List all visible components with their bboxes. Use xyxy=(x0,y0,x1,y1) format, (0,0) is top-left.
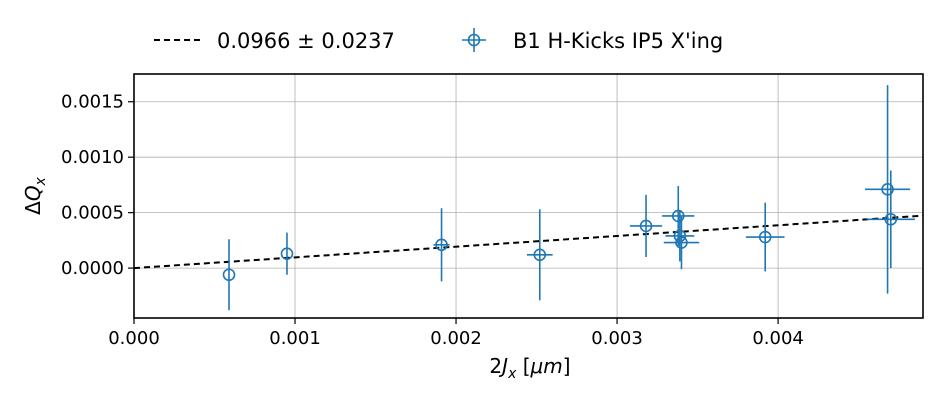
fit-line xyxy=(133,214,924,270)
data-point xyxy=(526,209,553,301)
y-tick-label: 0.0010 xyxy=(61,147,124,168)
legend-errorbar-swatch xyxy=(462,28,486,52)
y-tick-label: 0.0015 xyxy=(61,92,124,113)
point-marker xyxy=(639,219,653,233)
legend: 0.0966 ± 0.0237 B1 H-Kicks IP5 X'ing xyxy=(154,28,723,53)
point-marker xyxy=(673,229,687,243)
data-point xyxy=(865,85,911,294)
x-axis: 0.000 0.001 0.002 0.003 0.004 xyxy=(108,318,804,349)
y-tick-label: 0.0005 xyxy=(61,203,124,224)
plot-frame xyxy=(133,73,924,319)
y-axis-title: ΔQx xyxy=(21,176,49,214)
data-point xyxy=(280,232,294,275)
point-marker xyxy=(671,209,685,223)
data-point xyxy=(662,186,695,246)
point-marker xyxy=(881,183,894,196)
point-marker xyxy=(675,236,688,249)
data-point xyxy=(866,170,915,269)
point-marker xyxy=(435,238,448,252)
y-tick-label: 0.0000 xyxy=(61,258,124,279)
x-tick-label: 0.002 xyxy=(430,328,482,349)
fit-line-layer xyxy=(133,214,924,270)
legend-series-label: B1 H-Kicks IP5 X'ing xyxy=(513,29,723,53)
point-marker xyxy=(533,248,547,262)
data-point xyxy=(663,215,700,270)
grid xyxy=(133,74,923,318)
data-point xyxy=(222,239,236,311)
point-marker xyxy=(222,268,236,282)
point-marker xyxy=(758,230,772,244)
x-axis-title: 2Jx [μm] xyxy=(489,354,570,382)
x-tick-label: 0.004 xyxy=(752,328,804,349)
x-tick-label: 0.000 xyxy=(108,328,160,349)
data-point xyxy=(433,208,450,282)
data-point xyxy=(665,210,695,262)
legend-fit-label: 0.0966 ± 0.0237 xyxy=(217,29,395,53)
y-axis: 0.0000 0.0005 0.0010 0.0015 xyxy=(61,92,134,279)
data-points-layer xyxy=(222,85,915,311)
point-marker xyxy=(280,247,294,260)
point-marker xyxy=(884,212,898,226)
x-tick-label: 0.003 xyxy=(591,328,643,349)
data-point xyxy=(629,194,663,257)
x-tick-label: 0.001 xyxy=(269,328,321,349)
data-point xyxy=(745,202,785,272)
